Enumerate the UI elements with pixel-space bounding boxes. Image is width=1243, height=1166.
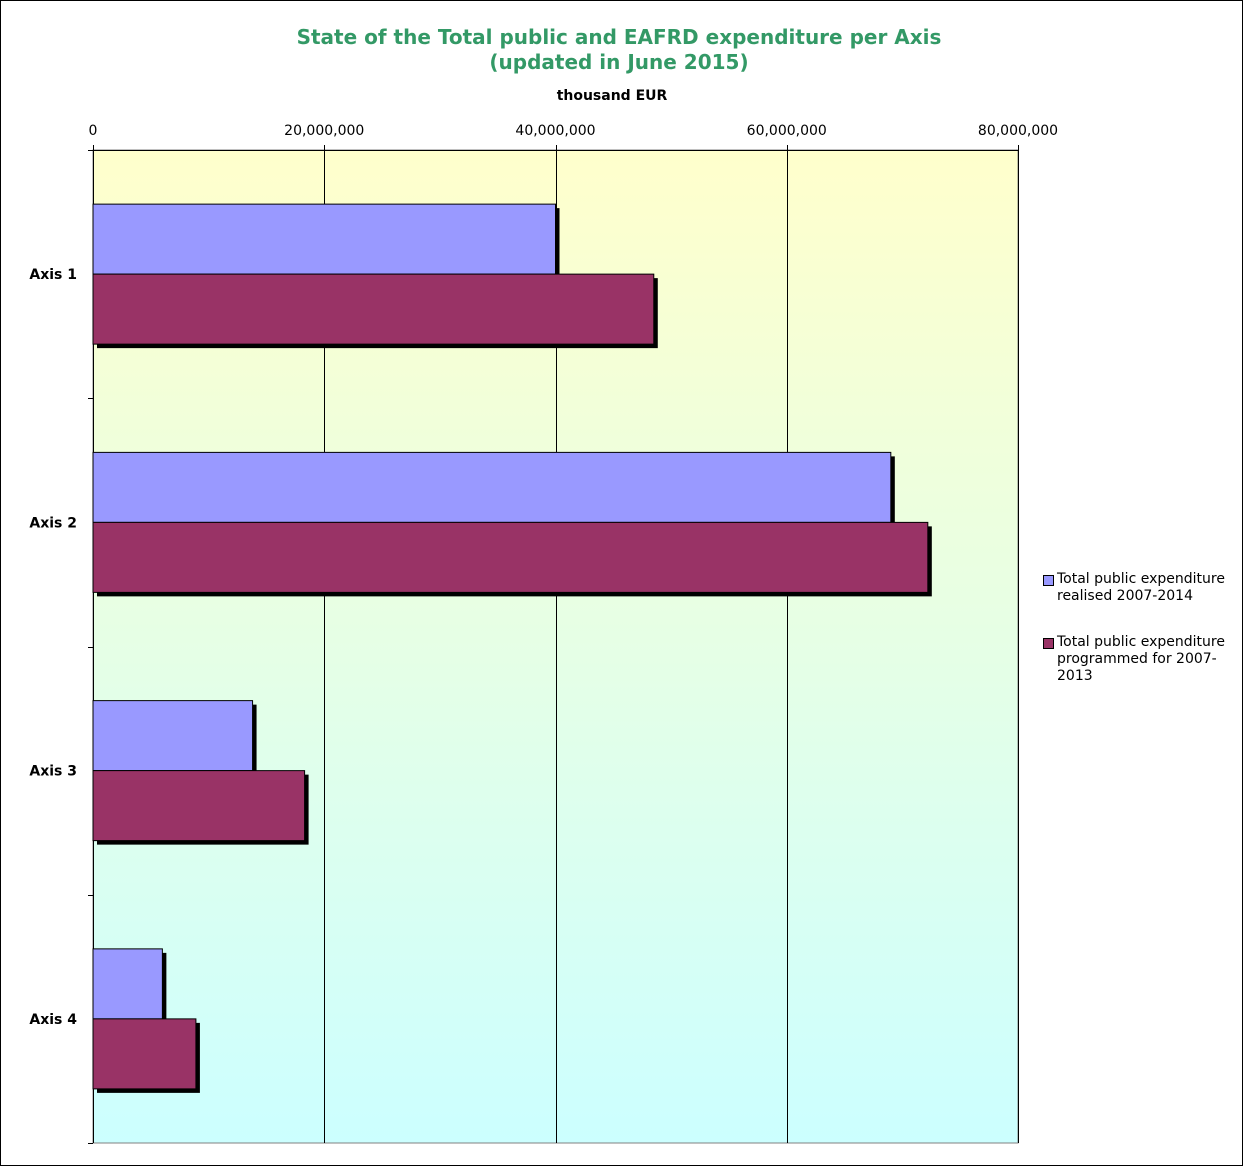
x-tick-label: 80,000,000 xyxy=(978,123,1058,139)
bar xyxy=(92,1018,197,1090)
bar xyxy=(92,948,163,1020)
legend-label-realised: Total public expenditure realised 2007-2… xyxy=(1057,571,1225,604)
category-labels: Axis 1 Axis 2 Axis 3 Axis 4 xyxy=(29,267,77,1028)
bar xyxy=(92,451,892,523)
legend-swatch-programmed xyxy=(1043,638,1054,649)
unit-label: thousand EUR xyxy=(556,88,668,104)
x-tick-label: 40,000,000 xyxy=(515,123,595,139)
bar xyxy=(92,770,306,842)
legend-swatch-realised xyxy=(1043,575,1054,586)
category-label: Axis 1 xyxy=(29,267,77,283)
category-label: Axis 4 xyxy=(29,1012,77,1028)
x-tick-label: 0 xyxy=(89,123,98,139)
bars xyxy=(92,203,932,1093)
legend-item-realised: Total public expenditure realised 2007-2… xyxy=(1043,571,1233,605)
chart-title-line1: State of the Total public and EAFRD expe… xyxy=(296,25,942,49)
x-tick-label: 20,000,000 xyxy=(284,123,364,139)
x-tick-label: 60,000,000 xyxy=(747,123,827,139)
legend-label-programmed: Total public expenditure programmed for … xyxy=(1057,634,1225,684)
chart-title-line2: (updated in June 2015) xyxy=(489,50,749,74)
x-tick-labels: 0 20,000,000 40,000,000 60,000,000 80,000,00… xyxy=(89,123,1059,139)
chart-title: State of the Total public and EAFRD expe… xyxy=(1,25,1237,75)
category-label: Axis 2 xyxy=(29,515,77,531)
bar xyxy=(92,273,655,345)
bar xyxy=(92,521,929,593)
bar xyxy=(92,203,556,275)
bar xyxy=(92,700,254,772)
legend: Total public expenditure realised 2007-2… xyxy=(1043,571,1233,714)
category-label: Axis 3 xyxy=(29,764,77,780)
legend-item-programmed: Total public expenditure programmed for … xyxy=(1043,634,1233,685)
